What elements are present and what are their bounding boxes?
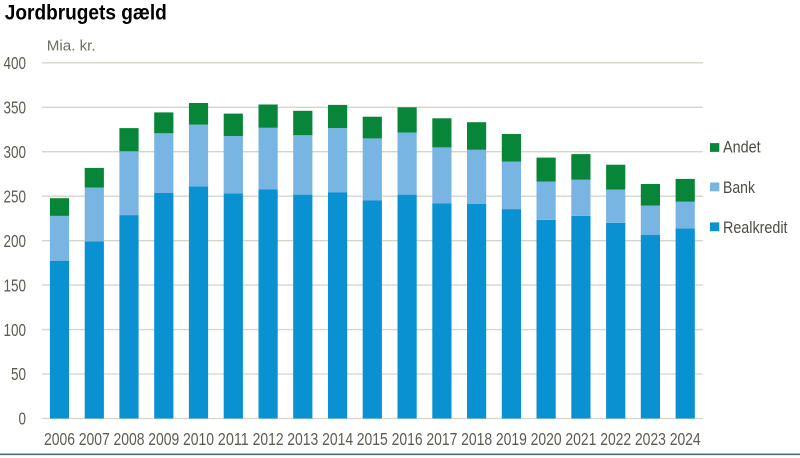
svg-text:2009: 2009 xyxy=(148,429,179,449)
svg-text:Realkredit: Realkredit xyxy=(723,218,788,237)
svg-text:2011: 2011 xyxy=(218,429,249,449)
svg-text:2012: 2012 xyxy=(253,429,284,449)
svg-text:2018: 2018 xyxy=(461,429,492,449)
svg-text:2022: 2022 xyxy=(600,429,631,449)
svg-text:2006: 2006 xyxy=(44,429,75,449)
svg-text:2023: 2023 xyxy=(635,429,666,449)
svg-text:2014: 2014 xyxy=(322,429,353,449)
svg-text:Jordbrugets gæld: Jordbrugets gæld xyxy=(5,2,167,25)
svg-text:2015: 2015 xyxy=(357,429,388,449)
svg-text:2007: 2007 xyxy=(79,429,110,449)
svg-text:0: 0 xyxy=(19,409,27,429)
svg-text:2024: 2024 xyxy=(670,429,701,449)
svg-text:2020: 2020 xyxy=(531,429,562,449)
svg-text:Mia. kr.: Mia. kr. xyxy=(47,38,96,55)
svg-text:2019: 2019 xyxy=(496,429,527,449)
svg-text:2017: 2017 xyxy=(426,429,457,449)
svg-text:100: 100 xyxy=(4,320,27,340)
svg-text:Andet: Andet xyxy=(723,138,761,157)
svg-text:2008: 2008 xyxy=(114,429,145,449)
svg-text:2010: 2010 xyxy=(183,429,214,449)
svg-text:400: 400 xyxy=(4,53,27,73)
svg-text:50: 50 xyxy=(11,364,26,384)
svg-text:2021: 2021 xyxy=(565,429,596,449)
svg-text:2016: 2016 xyxy=(392,429,423,449)
svg-text:Bank: Bank xyxy=(723,178,755,197)
svg-text:2013: 2013 xyxy=(287,429,318,449)
svg-text:350: 350 xyxy=(4,98,27,118)
svg-text:300: 300 xyxy=(4,142,27,162)
svg-text:250: 250 xyxy=(4,186,27,206)
svg-text:150: 150 xyxy=(4,275,27,295)
svg-text:200: 200 xyxy=(4,231,27,251)
